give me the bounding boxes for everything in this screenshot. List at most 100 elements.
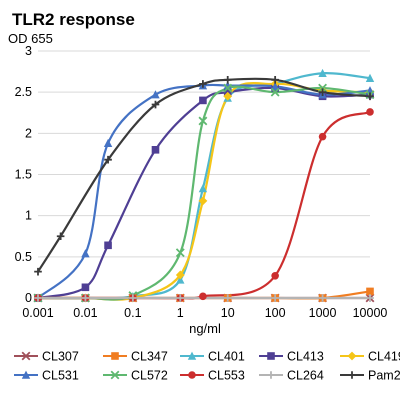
- legend-item-cl307: CL307: [14, 350, 79, 364]
- legend: CL307 CL347 CL401 CL413 CL419 CL531 CL572 CL553…: [14, 350, 400, 383]
- series-markers: [33, 68, 375, 303]
- y-tick-label: 1.5: [15, 168, 32, 182]
- series-cl264-point: [129, 294, 137, 302]
- series-cl264-point: [34, 294, 42, 302]
- series-pam2csk4-point: [104, 155, 112, 164]
- legend-item-pam2csk4: Pam2CSK4: [340, 369, 400, 383]
- series-cl572-point: [318, 83, 328, 93]
- legend-item-cl264: CL264: [259, 369, 324, 383]
- series-cl264-point: [271, 294, 279, 302]
- legend-label: CL347: [131, 350, 168, 364]
- x-axis-label: ng/ml: [189, 321, 221, 336]
- series-cl572-point: [223, 83, 233, 93]
- y-tick-label: 0.5: [15, 250, 32, 264]
- legend-cl572-point: [110, 370, 120, 380]
- legend-label: CL307: [42, 350, 79, 364]
- x-tick-label: 100: [265, 306, 286, 320]
- legend-item-cl401: CL401: [180, 350, 245, 364]
- legend-item-cl531: CL531: [14, 369, 79, 383]
- series-cl264-point: [223, 294, 232, 302]
- series-pam2csk4-point: [199, 80, 207, 88]
- chart-title: TLR2 response: [12, 10, 135, 29]
- legend-label: CL572: [131, 369, 168, 383]
- series-cl347-point: [366, 287, 374, 296]
- legend-label: CL419: [368, 350, 400, 364]
- y-axis-ticks: 0 0.5 1 1.5 2 2.5 3: [15, 44, 32, 305]
- legend-cl307-point: [21, 351, 31, 361]
- series-cl413-point: [104, 241, 112, 250]
- x-tick-label: 1000: [309, 306, 337, 320]
- y-tick-label: 2.5: [15, 85, 32, 99]
- legend-cl413-point: [267, 352, 275, 360]
- series-cl264-point: [81, 294, 90, 302]
- legend-label: CL553: [208, 369, 245, 383]
- y-tick-label: 0: [25, 291, 32, 305]
- legend-item-cl419: CL419: [340, 350, 400, 364]
- series-cl531-point: [151, 90, 160, 99]
- legend-label: CL264: [287, 369, 324, 383]
- series-cl413-point: [81, 283, 90, 292]
- x-tick-label: 0.01: [73, 306, 97, 320]
- series-pam2csk4-point: [318, 88, 327, 96]
- y-tick-label: 1: [25, 209, 32, 223]
- legend-cl419-point: [347, 351, 357, 361]
- series-line-cl413: [36, 86, 372, 300]
- x-tick-label: 0.001: [22, 306, 53, 320]
- y-tick-label: 3: [25, 44, 32, 58]
- series-pam2csk4-point: [56, 232, 65, 241]
- series-cl401-point: [318, 68, 327, 78]
- legend-item-cl413: CL413: [259, 350, 324, 364]
- legend-item-cl347: CL347: [103, 350, 168, 364]
- legend-cl553-point: [188, 371, 196, 379]
- series-cl419-point: [175, 270, 185, 280]
- legend-label: Pam2CSK4: [368, 369, 400, 383]
- legend-item-cl572: CL572: [103, 369, 168, 383]
- legend-label: CL413: [287, 350, 324, 364]
- series-line-cl401: [36, 72, 372, 300]
- x-tick-label: 10000: [353, 306, 388, 320]
- legend-item-cl553: CL553: [180, 369, 245, 383]
- series-line-cl553: [36, 110, 372, 300]
- legend-label: CL401: [208, 350, 245, 364]
- legend-cl531-point: [21, 370, 31, 379]
- series-cl572-point: [175, 248, 185, 258]
- legend-pam2csk4-point: [348, 371, 356, 379]
- legend-cl401-point: [187, 351, 197, 360]
- series-cl553-point: [366, 108, 374, 116]
- series-cl572-point: [198, 116, 208, 126]
- x-axis-ticks: 0.001 0.01 0.1 1 10 100 1000 10000: [22, 298, 387, 320]
- series-pam2csk4-point: [366, 92, 374, 101]
- series-pam2csk4-point: [151, 100, 160, 109]
- y-axis-label: OD 655: [8, 31, 53, 46]
- series-pam2csk4-point: [34, 267, 42, 276]
- series-cl531-point: [270, 82, 280, 91]
- x-tick-label: 0.1: [124, 306, 141, 320]
- legend-cl264-point: [267, 371, 275, 379]
- legend-label: CL531: [42, 369, 79, 383]
- series-cl419-point: [198, 196, 208, 206]
- series-cl401-point: [365, 73, 375, 82]
- series-cl531-point: [103, 138, 113, 148]
- series-cl264-point: [176, 294, 185, 302]
- series-cl401-point: [176, 275, 185, 284]
- series-line-pam2csk4: [36, 77, 372, 273]
- series-cl413-point: [151, 146, 160, 154]
- series-cl553-point: [199, 292, 207, 301]
- series-cl553-point: [318, 132, 327, 141]
- series-cl413-point: [199, 96, 207, 105]
- series-cl401-point: [198, 184, 208, 193]
- series-pam2csk4-point: [223, 76, 232, 84]
- series-cl264-point: [318, 294, 327, 302]
- series-cl553-point: [271, 271, 279, 280]
- series-pam2csk4-point: [271, 76, 279, 84]
- series-cl419-point: [223, 91, 233, 101]
- legend-cl347-point: [111, 352, 119, 360]
- x-tick-label: 1: [177, 306, 184, 320]
- x-tick-label: 10: [221, 306, 235, 320]
- series-cl531-point: [223, 81, 232, 90]
- series-cl572-point: [270, 87, 280, 97]
- y-tick-label: 2: [25, 126, 32, 140]
- series-cl264-point: [366, 294, 374, 302]
- series-cl531-point: [81, 249, 90, 258]
